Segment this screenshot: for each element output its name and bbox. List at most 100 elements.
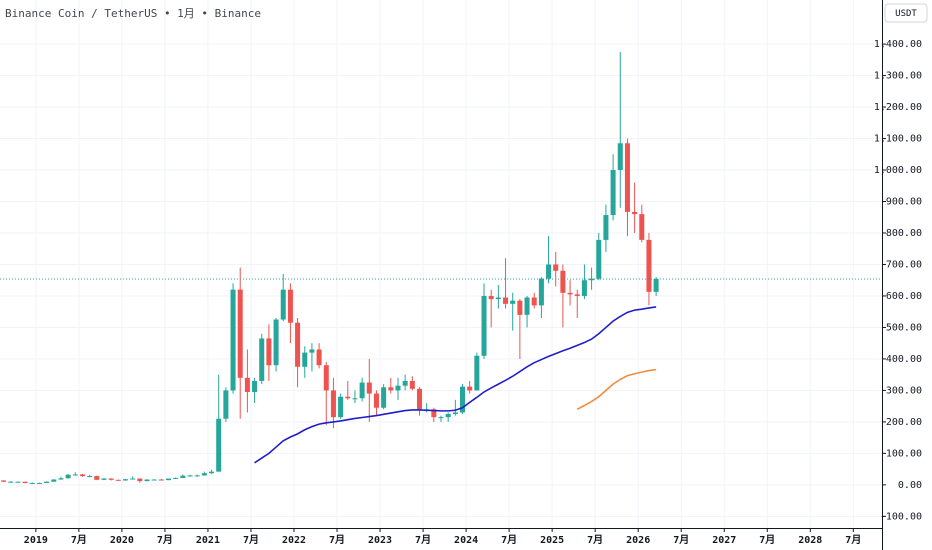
candle-body — [373, 393, 379, 408]
candle-body — [617, 143, 623, 171]
candle-body — [72, 474, 78, 476]
x-tick-label: 7月 — [71, 534, 87, 546]
candle-body — [259, 338, 265, 381]
candle-body — [646, 239, 652, 292]
candle-body — [51, 479, 57, 482]
candle-body — [101, 478, 107, 480]
candle-body — [122, 479, 128, 481]
x-tick-label: 7月 — [501, 534, 517, 546]
candle-body — [237, 289, 243, 378]
candle-body — [402, 380, 408, 386]
x-tick-label: 7月 — [673, 534, 689, 546]
candle-body — [366, 382, 372, 394]
currency-label[interactable]: USDT — [895, 9, 917, 19]
candle-body — [488, 295, 494, 300]
candle-body — [596, 239, 602, 279]
candle-body — [8, 481, 14, 483]
candle-body — [58, 478, 64, 480]
candle-body — [460, 386, 466, 413]
y-tick-label: 400.00 — [886, 354, 922, 365]
y-tick-label: 200.00 — [886, 417, 922, 428]
candle-body — [130, 478, 136, 480]
y-tick-label: 1,000.00 — [874, 165, 922, 176]
candle-body — [94, 476, 100, 480]
candle-body — [252, 380, 258, 392]
candle-body — [166, 478, 172, 481]
candle-body — [388, 387, 394, 391]
candle-body — [216, 418, 222, 472]
x-tick-label: 7月 — [329, 534, 345, 546]
candle-body — [187, 475, 193, 477]
x-tick-label: 2021 — [196, 535, 220, 546]
x-tick-label: 2020 — [110, 535, 134, 546]
candle-body — [524, 297, 530, 315]
candle-body — [151, 479, 157, 481]
candle-body — [503, 297, 509, 304]
candle-body — [452, 412, 458, 415]
candle-body — [495, 297, 501, 300]
x-tick-label: 2026 — [626, 535, 650, 546]
candle-body — [438, 417, 444, 419]
y-tick-label: 100.00 — [886, 448, 922, 459]
candle-body — [44, 481, 50, 483]
candle-body — [338, 396, 344, 418]
candle-body — [624, 143, 630, 212]
x-tick-label: 2027 — [712, 535, 736, 546]
candle-body — [79, 474, 85, 477]
y-tick-label: 1,300.00 — [874, 71, 922, 82]
candle-body — [653, 278, 659, 292]
candle-body — [316, 349, 322, 366]
candle-body — [395, 385, 401, 391]
y-tick-label: 1,100.00 — [874, 134, 922, 145]
candle-body — [280, 289, 286, 320]
moving-average — [254, 306, 657, 464]
chart-title: Binance Coin / TetherUS • 1月 • Binance — [5, 7, 261, 20]
candle-body — [29, 482, 35, 484]
candle-body — [632, 211, 638, 215]
candle-body — [295, 322, 301, 367]
y-tick-label: -100.00 — [880, 511, 922, 522]
candle-body — [266, 338, 272, 366]
candle-body — [22, 481, 28, 483]
candle-body — [158, 479, 164, 481]
candle-body — [1, 480, 7, 482]
x-tick-label: 7月 — [587, 534, 603, 546]
candle-body — [201, 473, 207, 476]
marks — [0, 51, 882, 484]
candle-body — [108, 478, 114, 480]
candle-body — [531, 297, 537, 306]
candle-body — [244, 377, 250, 392]
candle-body — [144, 479, 150, 482]
candle-body — [65, 474, 71, 479]
x-tick-label: 2023 — [368, 535, 392, 546]
candle-body — [230, 289, 236, 391]
candle-body — [115, 479, 121, 481]
candle-body — [194, 475, 200, 477]
currency-box[interactable] — [884, 3, 928, 23]
candle-body — [223, 390, 229, 419]
candle-body — [560, 270, 566, 293]
candle-body — [352, 398, 358, 400]
x-tick-label: 2022 — [282, 535, 306, 546]
candle-body — [431, 409, 437, 418]
candle-body — [137, 478, 143, 482]
x-tick-label: 7月 — [759, 534, 775, 546]
candle-body — [467, 386, 473, 391]
x-tick-label: 2025 — [540, 535, 564, 546]
candle-body — [603, 215, 609, 240]
y-tick-label: 300.00 — [886, 385, 922, 396]
y-tick-label: 900.00 — [886, 197, 922, 208]
candle-body — [445, 414, 451, 418]
candle-body — [610, 170, 616, 216]
candle-body — [639, 214, 645, 240]
candle-body — [581, 280, 587, 296]
candle-body — [309, 349, 315, 353]
candle-body — [323, 365, 329, 391]
candle-body — [273, 319, 279, 366]
candle-body — [287, 289, 293, 323]
y-tick-label: 1,400.00 — [874, 39, 922, 50]
grid — [0, 0, 882, 528]
candle-body — [345, 396, 351, 399]
